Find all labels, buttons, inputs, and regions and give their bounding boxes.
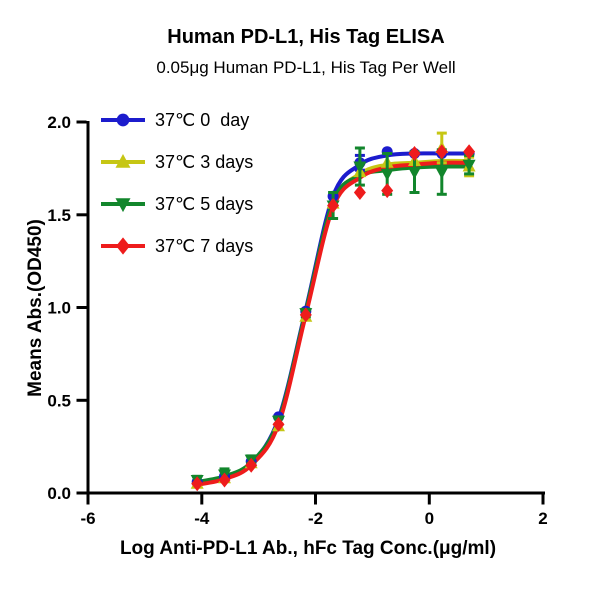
y-tick-label-3: 1.5 [47, 206, 71, 225]
diamond-marker-icon [245, 457, 258, 473]
legend: 37℃ 0 day 37℃ 3 days 37℃ 5 days 37℃ 7 days [101, 110, 253, 256]
diamond-marker-icon [408, 146, 421, 161]
x-tick-label-1: -4 [194, 509, 210, 528]
x-tick-label-4: 2 [538, 509, 547, 528]
diamond-marker-icon [272, 416, 285, 432]
y-tick-label-0: 0.0 [47, 484, 71, 503]
y-tick-label-4: 2.0 [47, 113, 71, 132]
x-tick-label-2: -2 [308, 509, 323, 528]
legend-label-3: 37℃ 7 days [155, 236, 253, 256]
triangle-down-marker-icon [380, 168, 394, 181]
diamond-marker-icon [299, 307, 312, 323]
legend-item-1: 37℃ 3 days [101, 152, 253, 172]
legend-item-3: 37℃ 7 days [101, 236, 253, 256]
diamond-marker-icon [191, 476, 204, 492]
y-tick-label-1: 0.5 [47, 391, 71, 410]
legend-label-2: 37℃ 5 days [155, 194, 253, 214]
diamond-marker-icon [116, 237, 130, 255]
diamond-marker-icon [381, 183, 394, 199]
legend-item-0: 37℃ 0 day [101, 110, 249, 130]
triangle-down-marker-icon [462, 159, 476, 172]
chart-subtitle: 0.05μg Human PD-L1, His Tag Per Well [156, 58, 456, 77]
triangle-down-marker-icon [435, 167, 449, 180]
diamond-marker-icon [327, 198, 340, 213]
legend-label-1: 37℃ 3 days [155, 152, 253, 172]
triangle-down-marker-icon [115, 198, 131, 213]
diamond-marker-icon [463, 144, 476, 160]
series-points-3 [191, 144, 476, 492]
diamond-marker-icon [435, 144, 448, 160]
diamond-marker-icon [353, 185, 366, 200]
x-tick-label-0: -6 [80, 509, 95, 528]
triangle-down-marker-icon [408, 167, 421, 180]
y-tick-label-2: 1.0 [47, 299, 71, 318]
x-axis-label: Log Anti-PD-L1 Ab., hFc Tag Conc.(μg/ml) [119, 538, 497, 559]
legend-label-0: 37℃ 0 day [155, 110, 249, 130]
triangle-down-marker-icon [353, 161, 367, 174]
series-points-1 [190, 131, 476, 489]
tick-marks: -6 -4 -2 0 2 0.0 0.5 1.0 1.5 2.0 [47, 113, 547, 528]
circle-marker-icon [116, 113, 130, 127]
chart-title: Human PD-L1, His Tag ELISA [167, 26, 445, 48]
triangle-up-marker-icon [115, 154, 131, 168]
legend-item-2: 37℃ 5 days [101, 194, 253, 214]
x-tick-label-3: 0 [425, 509, 434, 528]
axes [86, 121, 545, 495]
diamond-marker-icon [218, 472, 231, 488]
